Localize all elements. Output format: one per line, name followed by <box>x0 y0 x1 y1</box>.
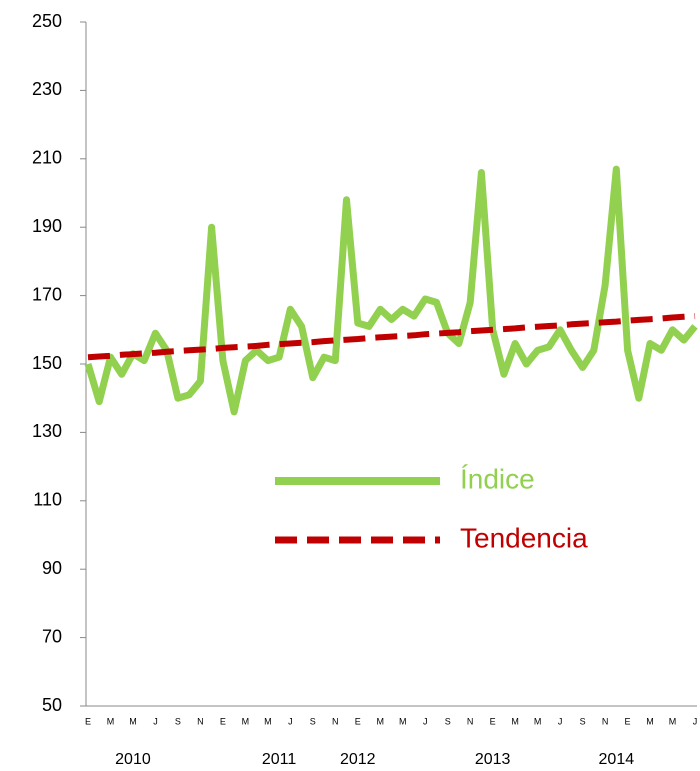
year-label: 2010 <box>115 751 151 768</box>
x-tick-label: J <box>423 716 428 726</box>
x-tick-label: S <box>580 716 586 726</box>
year-label: 2012 <box>340 751 376 768</box>
series-line <box>87 313 696 361</box>
x-tick-label: M <box>129 716 137 726</box>
series-line <box>84 165 698 416</box>
year-label: 2011 <box>262 751 297 768</box>
x-tick-label: J <box>288 716 293 726</box>
x-tick-label: N <box>467 716 474 726</box>
x-tick-label: S <box>175 716 181 726</box>
y-tick-label: 210 <box>32 148 62 168</box>
x-tick-label: M <box>264 716 272 726</box>
y-tick-label: 50 <box>42 695 62 715</box>
x-tick-label: M <box>377 716 385 726</box>
x-tick-label: E <box>220 716 226 726</box>
x-tick-label: J <box>558 716 563 726</box>
x-tick-label: M <box>399 716 407 726</box>
x-tick-label: N <box>602 716 609 726</box>
year-label: 2013 <box>475 751 511 768</box>
x-tick-label: M <box>534 716 542 726</box>
x-tick-label: M <box>669 716 677 726</box>
y-tick-label: 190 <box>32 216 62 236</box>
x-tick-label: S <box>445 716 451 726</box>
x-tick-label: N <box>332 716 339 726</box>
legend-label: Tendencia <box>460 522 588 553</box>
x-tick-label: M <box>646 716 654 726</box>
x-tick-label: E <box>625 716 631 726</box>
y-tick-label: 150 <box>32 353 62 373</box>
y-tick-label: 170 <box>32 284 62 304</box>
x-tick-label: E <box>490 716 496 726</box>
y-tick-label: 110 <box>33 490 62 510</box>
x-tick-label: J <box>153 716 158 726</box>
x-tick-label: E <box>355 716 361 726</box>
x-tick-label: J <box>693 716 698 726</box>
y-tick-label: 250 <box>32 11 62 31</box>
y-tick-label: 230 <box>32 79 62 99</box>
year-label: 2014 <box>599 751 635 768</box>
x-tick-label: S <box>310 716 316 726</box>
y-tick-label: 130 <box>32 421 62 441</box>
legend-label: Índice <box>460 463 535 494</box>
x-tick-label: N <box>197 716 204 726</box>
x-tick-label: M <box>107 716 115 726</box>
y-tick-label: 70 <box>42 626 62 646</box>
y-tick-label: 90 <box>42 558 62 578</box>
x-tick-label: M <box>242 716 250 726</box>
x-tick-label: M <box>511 716 519 726</box>
x-tick-label: E <box>85 716 91 726</box>
